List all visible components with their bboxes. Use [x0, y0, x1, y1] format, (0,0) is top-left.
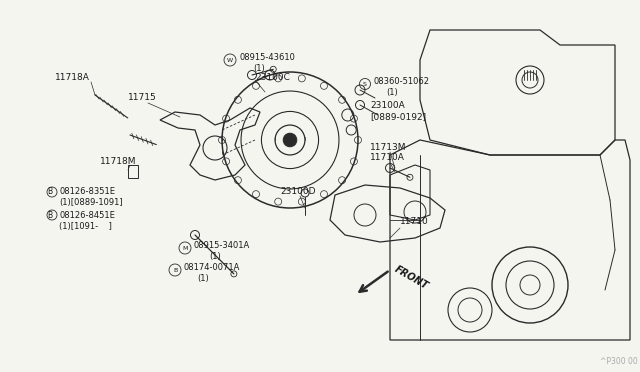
Text: 08360-51062: 08360-51062 [373, 77, 429, 86]
Text: 23100A: 23100A [370, 102, 404, 110]
Text: 11713M: 11713M [370, 142, 406, 151]
Text: 08915-3401A: 08915-3401A [194, 241, 250, 250]
Text: W: W [227, 58, 233, 62]
Text: 11718M: 11718M [100, 157, 136, 167]
Text: (1): (1) [386, 87, 397, 96]
Text: (1)[0889-1091]: (1)[0889-1091] [59, 199, 123, 208]
Circle shape [283, 133, 297, 147]
Text: 11715: 11715 [128, 93, 157, 103]
Text: B: B [47, 187, 52, 196]
Text: 08915-43610: 08915-43610 [239, 52, 295, 61]
Text: [0889-0192]: [0889-0192] [370, 112, 426, 122]
Text: B: B [173, 267, 177, 273]
Text: (1): (1) [197, 275, 209, 283]
Text: 08126-8351E: 08126-8351E [59, 187, 115, 196]
Text: 11710: 11710 [400, 218, 429, 227]
Text: FRONT: FRONT [392, 264, 429, 291]
Text: 08126-8451E: 08126-8451E [59, 211, 115, 219]
Text: (1): (1) [209, 253, 221, 262]
Text: 11710A: 11710A [370, 154, 405, 163]
Text: 08174-0071A: 08174-0071A [184, 263, 241, 272]
Text: 23100C: 23100C [255, 74, 290, 83]
Text: ^P300 00 0: ^P300 00 0 [600, 357, 640, 366]
Text: M: M [182, 246, 188, 250]
Text: 23100D: 23100D [280, 187, 316, 196]
Text: S: S [363, 81, 367, 87]
Text: 11718A: 11718A [55, 74, 90, 83]
Text: (1)[1091-    ]: (1)[1091- ] [59, 221, 112, 231]
Text: (1): (1) [253, 64, 265, 73]
Text: B: B [47, 211, 52, 219]
